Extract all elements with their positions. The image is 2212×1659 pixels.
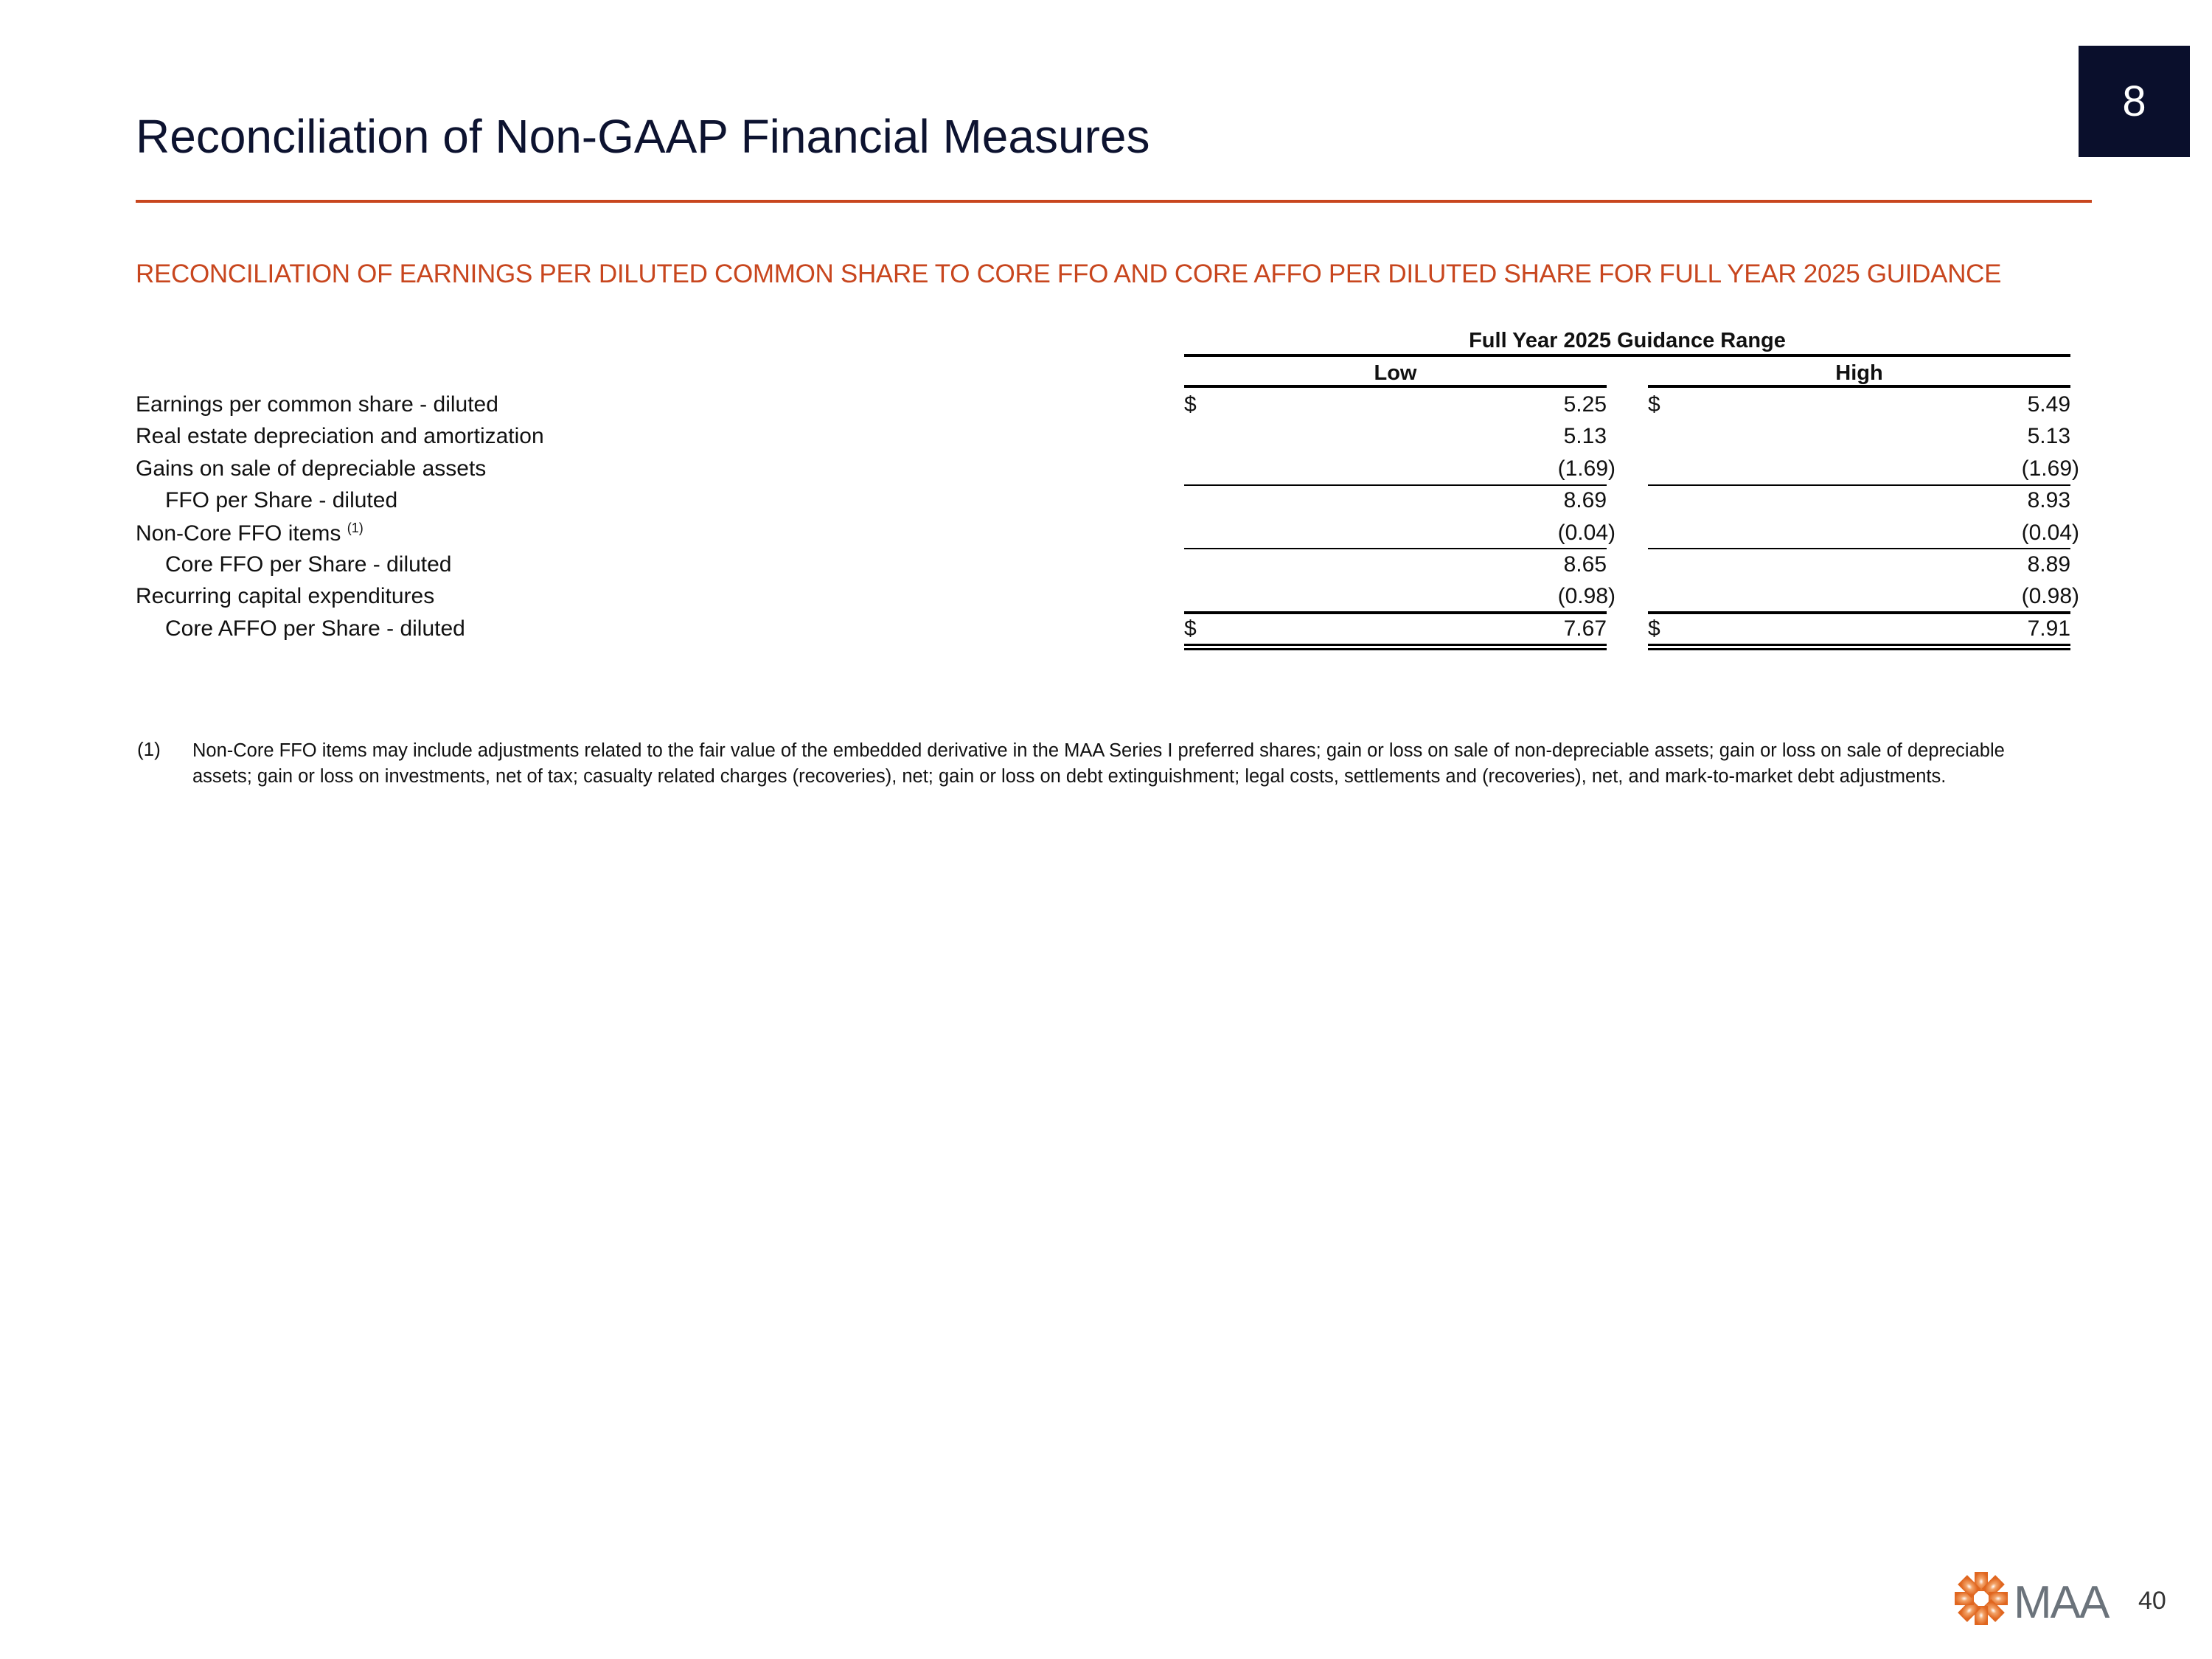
value-high: 8.93 (2027, 488, 2070, 513)
row-label-text: Earnings per common share - diluted (136, 392, 498, 417)
divider (1648, 548, 2070, 549)
currency-symbol: $ (1648, 616, 1660, 641)
section-subtitle: RECONCILIATION OF EARNINGS PER DILUTED C… (136, 260, 2002, 288)
row-label: Gains on sale of depreciable assets (136, 456, 486, 481)
value-low: 7.67 (1563, 616, 1607, 641)
divider (1648, 385, 2070, 388)
currency-symbol: $ (1184, 616, 1197, 641)
double-underline (1648, 648, 2070, 650)
row-label-text: Real estate depreciation and amortizatio… (136, 424, 544, 449)
title-divider (136, 200, 2092, 203)
value-high: 5.13 (2027, 424, 2070, 449)
row-label-text: Recurring capital expenditures (136, 584, 435, 609)
value-low: 8.65 (1563, 552, 1607, 577)
currency-symbol: $ (1648, 392, 1660, 417)
value-high: (1.69) (2021, 456, 2079, 481)
row-label-text: Non-Core FFO items (136, 521, 341, 546)
column-header-low: Low (1374, 361, 1417, 385)
svg-text:MAA: MAA (2014, 1577, 2110, 1628)
currency-symbol: $ (1184, 392, 1197, 417)
value-low: (1.69) (1557, 456, 1615, 481)
row-label: Earnings per common share - diluted (136, 392, 498, 417)
divider (1648, 484, 2070, 486)
value-high: 5.49 (2027, 392, 2070, 417)
group-header: Full Year 2025 Guidance Range (1469, 329, 1786, 352)
value-low: (0.98) (1557, 584, 1615, 609)
divider (1184, 548, 1607, 549)
double-underline (1184, 648, 1607, 650)
footnote-text: Non-Core FFO items may include adjustmen… (192, 740, 2005, 787)
maa-logo: MAA (1955, 1569, 2117, 1632)
divider (1184, 611, 1607, 614)
divider (1184, 354, 2070, 357)
row-label-text: Gains on sale of depreciable assets (136, 456, 487, 481)
footnote-marker: (1) (137, 738, 161, 760)
row-label: Recurring capital expenditures (136, 584, 434, 609)
divider (1184, 484, 1607, 486)
row-label-text: Core FFO per Share - diluted (165, 552, 452, 577)
row-label: Non-Core FFO items (1) (136, 521, 364, 546)
divider (1184, 385, 1607, 388)
value-high: 8.89 (2027, 552, 2070, 577)
value-low: (0.04) (1557, 520, 1615, 545)
value-low: 5.13 (1563, 424, 1607, 449)
double-underline (1648, 644, 2070, 646)
row-label: Core AFFO per Share - diluted (165, 616, 465, 641)
divider (1648, 611, 2070, 614)
value-high: 7.91 (2027, 616, 2070, 641)
row-label-text: Core AFFO per Share - diluted (165, 616, 465, 641)
row-label: Real estate depreciation and amortizatio… (136, 424, 544, 449)
value-low: 8.69 (1563, 488, 1607, 513)
value-high: (0.98) (2021, 584, 2079, 609)
double-underline (1184, 644, 1607, 646)
page-title: Reconciliation of Non-GAAP Financial Mea… (136, 110, 1150, 163)
row-label: FFO per Share - diluted (165, 488, 397, 513)
footnote-reference: (1) (347, 520, 364, 535)
section-badge: 8 (2079, 46, 2190, 157)
row-label-text: FFO per Share - diluted (165, 488, 398, 513)
page-number: 40 (2138, 1587, 2166, 1615)
row-label: Core FFO per Share - diluted (165, 552, 452, 577)
column-header-high: High (1835, 361, 1883, 385)
value-low: 5.25 (1563, 392, 1607, 417)
value-high: (0.04) (2021, 520, 2079, 545)
